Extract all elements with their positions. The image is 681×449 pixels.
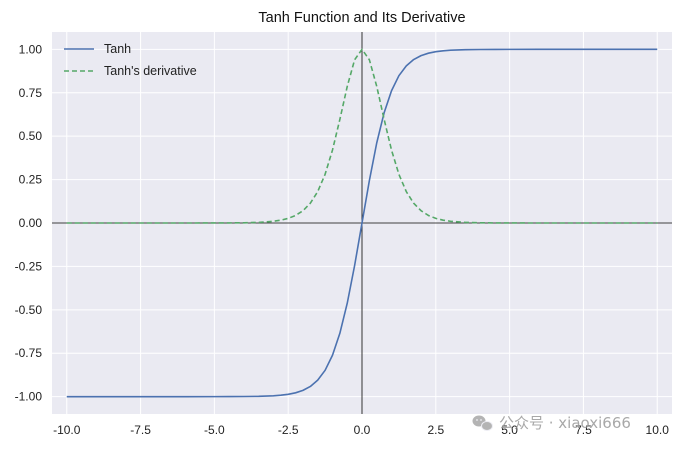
watermark: 公众号 · xiaoxi666 bbox=[472, 414, 631, 432]
watermark-text: 公众号 · xiaoxi666 bbox=[499, 414, 631, 432]
y-tick-label: -0.25 bbox=[15, 259, 43, 273]
y-tick-label: 0.75 bbox=[19, 86, 43, 100]
legend-label-tanh: Tanh bbox=[104, 42, 131, 56]
y-tick-label: 0.25 bbox=[19, 173, 43, 187]
y-tick-label: -0.50 bbox=[15, 303, 43, 317]
x-tick-label: -10.0 bbox=[53, 423, 81, 437]
x-tick-labels: -10.0 -7.5 -5.0 -2.5 0.0 2.5 5.0 7.5 10.0 bbox=[53, 423, 669, 437]
wechat-icon bbox=[472, 415, 493, 431]
y-tick-label: 0.00 bbox=[19, 216, 43, 230]
x-tick-label: 5.0 bbox=[501, 423, 518, 437]
x-tick-label: 2.5 bbox=[427, 423, 444, 437]
x-tick-label: -2.5 bbox=[278, 423, 299, 437]
legend-label-tanh-derivative: Tanh's derivative bbox=[104, 64, 197, 78]
y-tick-labels: 1.00 0.75 0.50 0.25 0.00 -0.25 -0.50 -0.75 -1.00 bbox=[15, 42, 43, 403]
y-tick-label: -1.00 bbox=[15, 390, 43, 404]
x-tick-label: -7.5 bbox=[130, 423, 151, 437]
series-line-tanh bbox=[66, 48, 658, 398]
y-tick-label: 1.00 bbox=[19, 42, 43, 56]
y-tick-label: -0.75 bbox=[15, 346, 43, 360]
series-line-tanh-derivative bbox=[66, 48, 658, 224]
x-tick-label: -5.0 bbox=[204, 423, 225, 437]
legend: Tanh Tanh's derivative bbox=[64, 42, 197, 78]
x-tick-label: 0.0 bbox=[354, 423, 371, 437]
x-tick-label: 7.5 bbox=[575, 423, 592, 437]
y-tick-label: 0.50 bbox=[19, 129, 43, 143]
series-layer bbox=[66, 48, 658, 398]
x-tick-label: 10.0 bbox=[646, 423, 670, 437]
chart-title: Tanh Function and Its Derivative bbox=[258, 10, 465, 26]
